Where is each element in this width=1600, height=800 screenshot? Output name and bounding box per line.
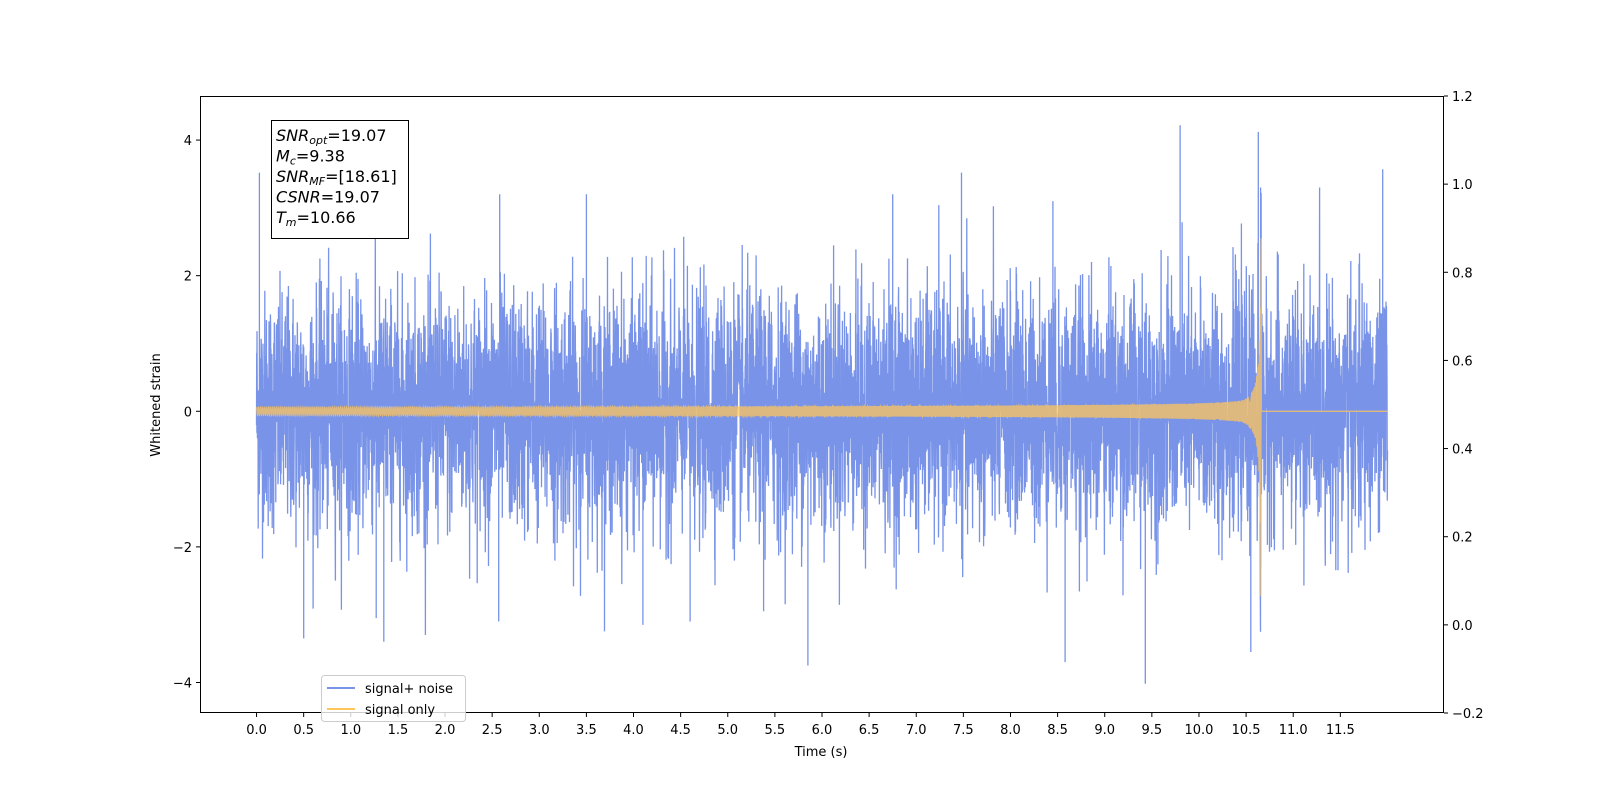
annotation-var: T bbox=[276, 208, 287, 227]
y-right-tick-label: 0.2 bbox=[1452, 531, 1473, 546]
legend-frame bbox=[321, 675, 466, 722]
annotation-var: SNR bbox=[276, 167, 309, 186]
x-tick-label: 1.5 bbox=[388, 723, 409, 738]
y-tick-label: −4 bbox=[173, 676, 192, 691]
annotation-line: CSNR=19.07 bbox=[276, 188, 380, 207]
x-axis: 0.0 0.5 1.0 1.5 2.0 2.5 3.0 3.5 4.0 4.5 5.0 5.5 6.0 6… bbox=[246, 713, 1355, 738]
x-tick-label: 6.5 bbox=[859, 723, 880, 738]
x-tick-label: 2.5 bbox=[482, 723, 503, 738]
annotation-var: SNR bbox=[276, 126, 309, 145]
annotation-var: M bbox=[276, 147, 290, 166]
x-tick-label: 10.0 bbox=[1184, 723, 1213, 738]
x-tick-label: 2.0 bbox=[435, 723, 456, 738]
x-tick-label: 4.5 bbox=[670, 723, 691, 738]
x-tick-label: 8.0 bbox=[1000, 723, 1021, 738]
x-tick-label: 3.5 bbox=[576, 723, 597, 738]
legend-label-signal-noise: signal+ noise bbox=[365, 682, 453, 697]
x-tick-label: 5.5 bbox=[765, 723, 786, 738]
annotation-var: CSNR bbox=[276, 188, 321, 207]
x-tick-label: 0.0 bbox=[246, 723, 267, 738]
annotation-subscript: c bbox=[290, 155, 296, 168]
x-tick-label: 10.5 bbox=[1232, 723, 1261, 738]
annotation-value: =9.38 bbox=[296, 147, 345, 166]
x-tick-label: 7.0 bbox=[906, 723, 927, 738]
x-tick-label: 11.0 bbox=[1279, 723, 1308, 738]
y-right-tick-label: 1.2 bbox=[1452, 90, 1473, 105]
series-layer bbox=[255, 125, 1389, 684]
plot-frame bbox=[200, 96, 1444, 713]
annotation-value: =19.07 bbox=[327, 126, 386, 145]
annotation-subscript: m bbox=[286, 216, 297, 229]
y-right-tick-label: 0.4 bbox=[1452, 443, 1473, 458]
legend-label-signal-only: signal only bbox=[365, 703, 435, 718]
y-tick-label: 4 bbox=[184, 134, 192, 149]
x-tick-label: 8.5 bbox=[1047, 723, 1068, 738]
annotation-line: SNRopt=19.07 bbox=[276, 126, 387, 147]
annotation-line: Mc=9.38 bbox=[276, 147, 345, 168]
legend: signal+ noise signal only bbox=[321, 675, 466, 722]
x-axis-label: Time (s) bbox=[794, 745, 848, 760]
annotation-subscript: opt bbox=[309, 134, 328, 147]
stats-annotation-box: SNRopt=19.07Mc=9.38SNRMF=[18.61]CSNR=19.… bbox=[271, 120, 409, 239]
y-axis-left: −4 −2 0 2 4 bbox=[173, 134, 200, 691]
x-tick-label: 4.0 bbox=[623, 723, 644, 738]
x-tick-label: 1.0 bbox=[340, 723, 361, 738]
x-tick-label: 5.0 bbox=[717, 723, 738, 738]
y-tick-label: 0 bbox=[184, 405, 192, 420]
x-tick-label: 7.5 bbox=[953, 723, 974, 738]
y-right-tick-label: 0.6 bbox=[1452, 354, 1473, 369]
y-tick-label: 2 bbox=[184, 270, 192, 285]
x-tick-label: 0.5 bbox=[293, 723, 314, 738]
annotation-value: =10.66 bbox=[297, 208, 356, 227]
annotation-subscript: MF bbox=[309, 175, 325, 188]
annotation-line: Tm=10.66 bbox=[276, 208, 356, 229]
y-tick-label: −2 bbox=[173, 541, 192, 556]
series-line-signal-only bbox=[255, 238, 1388, 596]
x-tick-label: 3.0 bbox=[529, 723, 550, 738]
annotation-value: =19.07 bbox=[321, 188, 380, 207]
x-tick-label: 11.5 bbox=[1326, 723, 1355, 738]
x-tick-label: 9.0 bbox=[1094, 723, 1115, 738]
y-right-tick-label: −0.2 bbox=[1452, 707, 1484, 722]
y-right-tick-label: 0.8 bbox=[1452, 266, 1473, 281]
y-axis-label: Whitened strain bbox=[149, 353, 164, 456]
annotation-line: SNRMF=[18.61] bbox=[276, 167, 397, 188]
x-tick-label: 9.5 bbox=[1142, 723, 1163, 738]
y-right-tick-label: 0.0 bbox=[1452, 619, 1473, 634]
annotation-frame bbox=[271, 120, 409, 239]
x-tick-label: 6.0 bbox=[812, 723, 833, 738]
annotation-value: =[18.61] bbox=[325, 167, 397, 186]
y-right-tick-label: 1.0 bbox=[1452, 178, 1473, 193]
y-axis-right: −0.2 0.0 0.2 0.4 0.6 0.8 1.0 1.2 bbox=[1444, 90, 1484, 722]
